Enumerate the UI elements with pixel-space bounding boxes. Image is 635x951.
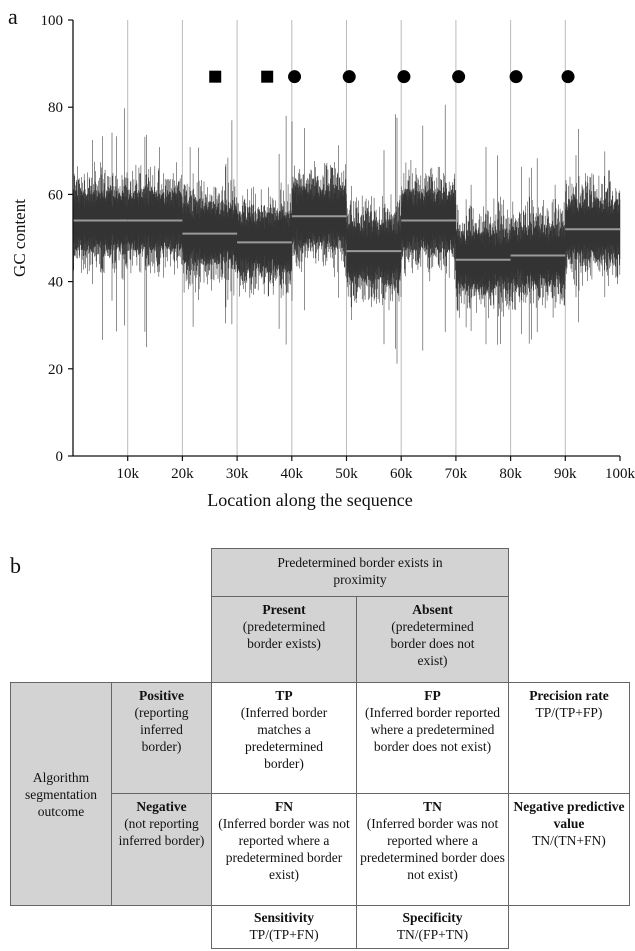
panel-a-label: a <box>8 4 18 29</box>
circle-marker-4 <box>509 70 523 84</box>
segment-means <box>73 215 620 261</box>
y-tick-label-5: 100 <box>41 13 64 29</box>
cell-tp: TP (Inferred border matches a predetermi… <box>211 682 357 794</box>
cell-fp: FP (Inferred border reported where a pre… <box>356 682 509 794</box>
border-markers <box>209 70 575 84</box>
circle-marker-5 <box>561 70 575 84</box>
absent-title: Absent <box>412 602 453 617</box>
cell-sensitivity: Sensitivity TP/(TP+FN) <box>211 905 357 949</box>
tp-desc: (Inferred border matches a predetermined… <box>240 705 328 771</box>
npv-title: Negative predictive value <box>513 799 625 831</box>
tp-title: TP <box>275 688 293 703</box>
negative-desc: (not reporting inferred border) <box>118 816 205 848</box>
circle-marker-1 <box>342 70 356 84</box>
header-predetermined-border: Predetermined border exists in proximity <box>211 548 509 597</box>
negative-title: Negative <box>136 799 187 814</box>
fp-desc: (Inferred border reported where a predet… <box>365 705 500 754</box>
x-tick-label-2: 30k <box>226 466 249 482</box>
x-axis-label: Location along the sequence <box>207 490 412 510</box>
present-title: Present <box>262 602 306 617</box>
sensitivity-formula: TP/(TP+FN) <box>249 927 319 942</box>
npv-formula: TN/(TN+FN) <box>532 833 606 848</box>
absent-desc: (predetermined border does not exist) <box>390 619 475 668</box>
column-present: Present (predetermined border exists) <box>211 596 357 683</box>
specificity-formula: TN/(FP+TN) <box>396 927 469 942</box>
circle-marker-2 <box>397 70 411 84</box>
row-positive: Positive (reporting inferred border) <box>111 682 212 794</box>
y-tick-label-4: 80 <box>48 100 63 116</box>
precision-title: Precision rate <box>529 688 609 703</box>
x-tick-label-8: 90k <box>554 466 577 482</box>
tn-title: TN <box>423 799 442 814</box>
positive-desc: (reporting inferred border) <box>134 705 189 754</box>
panel-b-label: b <box>10 553 21 578</box>
gc-content-chart: 0 20 40 60 80 100 10k 20k 30k 40k 50k 60k 70k 80k 90k 1… <box>10 13 635 510</box>
circle-marker-0 <box>288 70 302 84</box>
cell-tn: TN (Inferred border was not reported whe… <box>356 793 509 906</box>
circle-marker-3 <box>452 70 466 84</box>
specificity-title: Specificity <box>402 910 463 925</box>
square-marker-0 <box>209 70 222 83</box>
sensitivity-title: Sensitivity <box>253 910 314 925</box>
outcome-label-text: Algorithm segmentation outcome <box>25 769 97 819</box>
x-tick-label-1: 20k <box>171 466 194 482</box>
present-desc: (predetermined border exists) <box>242 619 326 651</box>
y-tick-label-3: 60 <box>48 187 63 203</box>
y-axis-label: GC content <box>10 199 29 277</box>
header-text: Predetermined border exists in proximity <box>277 555 443 587</box>
chart-axes: 0 20 40 60 80 100 10k 20k 30k 40k 50k 60k 70k 80k 90k 1… <box>41 13 635 482</box>
column-absent: Absent (predetermined border does not ex… <box>356 596 509 683</box>
x-tick-label-7: 80k <box>499 466 522 482</box>
x-tick-label-4: 50k <box>335 466 358 482</box>
cell-fn: FN (Inferred border was not reported whe… <box>211 793 357 906</box>
y-tick-label-0: 0 <box>56 449 64 465</box>
positive-title: Positive <box>139 688 184 703</box>
tn-desc: (Inferred border was not reported where … <box>360 816 505 882</box>
fp-title: FP <box>424 688 441 703</box>
y-tick-label-2: 40 <box>48 275 63 291</box>
x-tick-label-5: 60k <box>390 466 413 482</box>
row-negative: Negative (not reporting inferred border) <box>111 793 212 906</box>
cell-specificity: Specificity TN/(FP+TN) <box>356 905 509 949</box>
fn-desc: (Inferred border was not reported where … <box>218 816 350 882</box>
x-tick-label-6: 70k <box>445 466 468 482</box>
x-tick-label-0: 10k <box>116 466 139 482</box>
cell-precision: Precision rate TP/(TP+FP) <box>508 682 630 794</box>
y-tick-label-1: 20 <box>48 362 63 378</box>
x-tick-label-3: 40k <box>281 466 304 482</box>
chart-gridlines <box>127 20 566 456</box>
cell-npv: Negative predictive value TN/(TN+FN) <box>508 793 630 906</box>
x-tick-label-9: 100k <box>605 466 635 482</box>
precision-formula: TP/(TP+FP) <box>535 705 603 720</box>
fn-title: FN <box>275 799 293 814</box>
square-marker-1 <box>261 70 274 83</box>
row-outcome-label: Algorithm segmentation outcome <box>10 682 112 906</box>
